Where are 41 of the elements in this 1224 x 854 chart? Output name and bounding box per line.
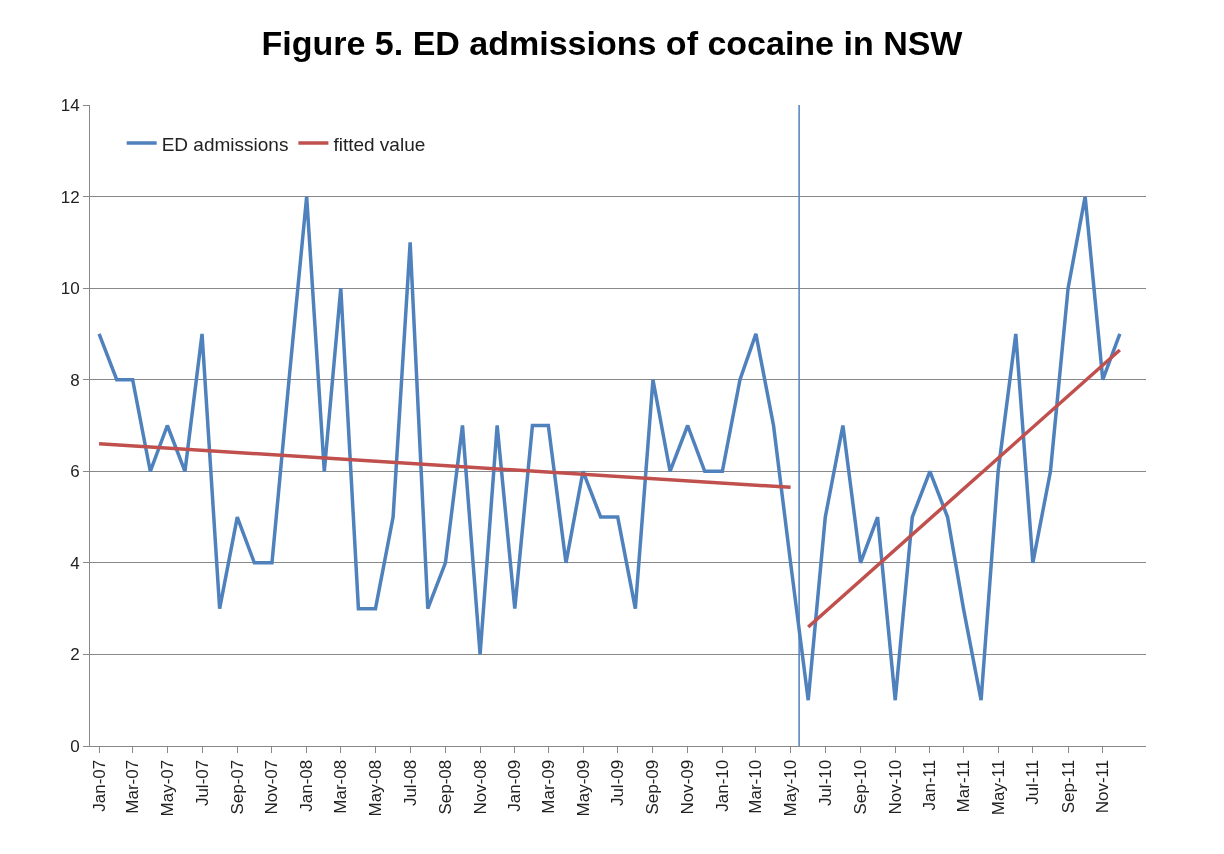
y-tick-label: 8 bbox=[70, 370, 80, 390]
x-tick-label: Nov-07 bbox=[262, 759, 282, 815]
y-tick-label: 12 bbox=[60, 187, 80, 207]
legend-label: ED admissions bbox=[161, 133, 289, 155]
x-tick-label: Mar-11 bbox=[953, 759, 973, 813]
x-tick-label: Jan-11 bbox=[920, 759, 940, 811]
x-tick-label: Sep-07 bbox=[227, 759, 247, 815]
x-tick-label: Nov-08 bbox=[470, 759, 490, 815]
x-tick-label: Jul-07 bbox=[192, 759, 212, 807]
x-tick-label: Jan-07 bbox=[89, 759, 109, 812]
x-tick-label: May-08 bbox=[365, 759, 385, 817]
y-tick-label: 0 bbox=[70, 736, 80, 756]
x-tick-label: Nov-11 bbox=[1093, 759, 1113, 814]
x-tick-label: Sep-09 bbox=[643, 759, 663, 815]
x-tick-label: Jul-10 bbox=[815, 759, 835, 807]
x-tick-label: May-11 bbox=[988, 759, 1008, 816]
y-tick-label: 10 bbox=[60, 279, 80, 299]
y-tick-label: 14 bbox=[60, 95, 80, 115]
x-tick-label: Jan-10 bbox=[712, 759, 732, 812]
legend-label: fitted value bbox=[333, 133, 426, 155]
x-tick-label: Mar-07 bbox=[123, 759, 143, 814]
x-tick-label: May-07 bbox=[157, 759, 177, 817]
chart-title: Figure 5. ED admissions of cocaine in NSW bbox=[261, 23, 964, 62]
x-tick-label: Jul-11 bbox=[1023, 759, 1043, 805]
x-tick-label: Jul-08 bbox=[400, 759, 420, 807]
x-tick-label: May-09 bbox=[573, 759, 593, 817]
x-tick-label: Jan-08 bbox=[297, 759, 317, 812]
x-tick-label: Mar-10 bbox=[746, 759, 766, 814]
x-tick-label: Jul-09 bbox=[608, 759, 628, 807]
x-tick-label: Mar-08 bbox=[331, 759, 351, 814]
x-tick-label: Sep-11 bbox=[1058, 759, 1078, 814]
x-tick-label: Nov-09 bbox=[678, 759, 698, 815]
x-tick-label: Jan-09 bbox=[505, 759, 525, 812]
y-tick-label: 6 bbox=[70, 462, 80, 482]
y-tick-label: 4 bbox=[70, 553, 80, 573]
x-tick-label: Sep-08 bbox=[435, 759, 455, 815]
y-tick-label: 2 bbox=[70, 645, 80, 665]
x-tick-label: Nov-10 bbox=[885, 759, 905, 815]
x-tick-label: May-10 bbox=[781, 759, 801, 817]
x-tick-label: Sep-10 bbox=[851, 759, 871, 815]
x-tick-label: Mar-09 bbox=[538, 759, 558, 814]
